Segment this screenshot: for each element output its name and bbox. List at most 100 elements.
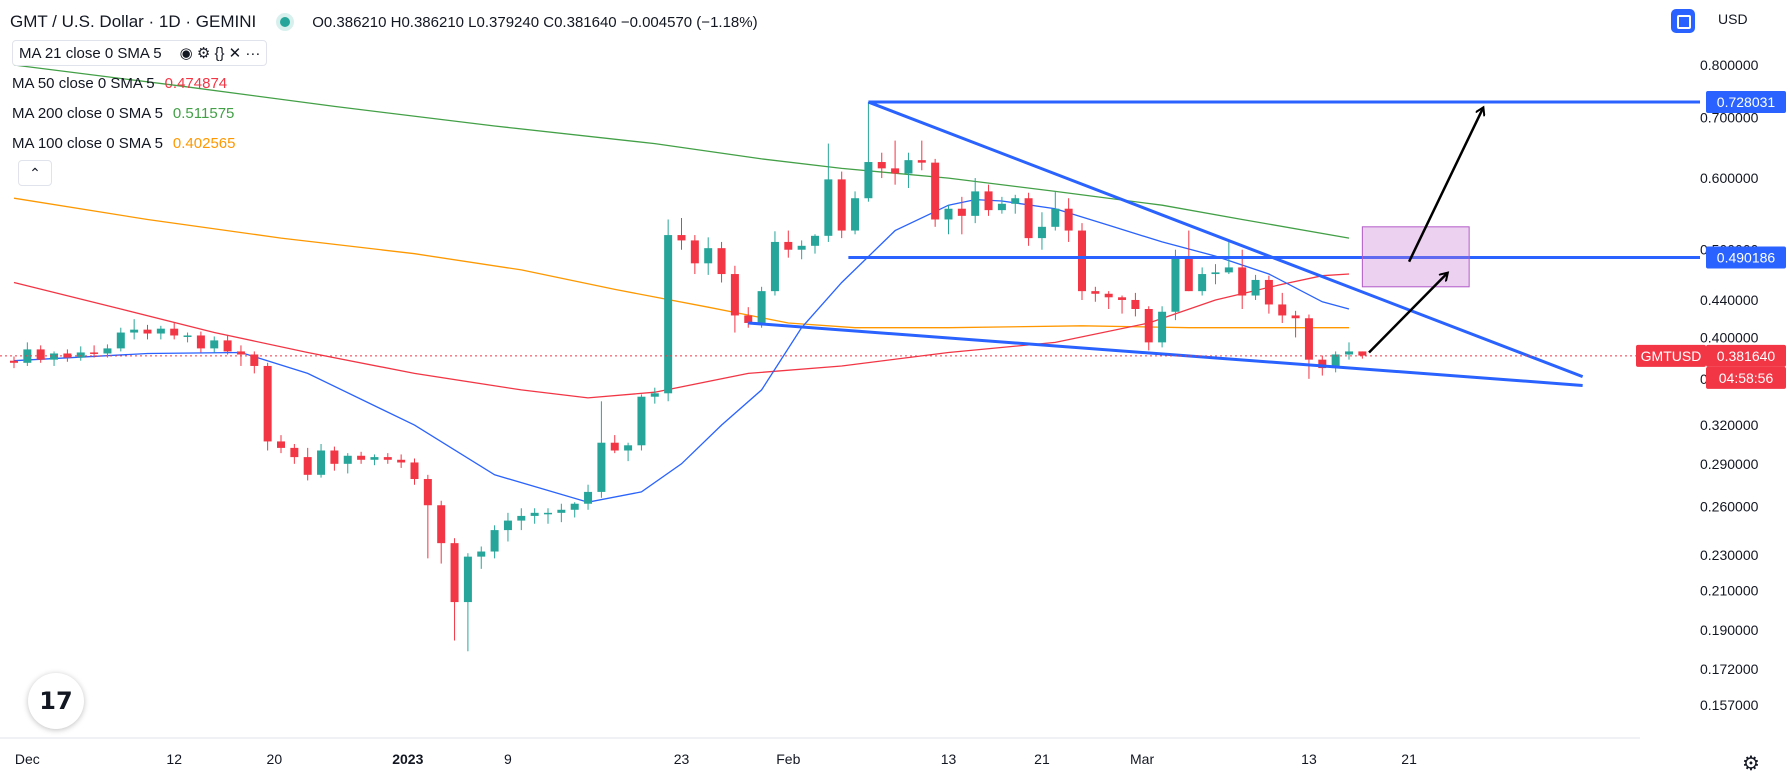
support-price-label: 0.490186 xyxy=(1717,250,1776,266)
candle-body xyxy=(196,335,205,349)
candle-body xyxy=(23,349,32,363)
currency-label[interactable]: USD xyxy=(1718,11,1748,27)
projection-arrow-1 xyxy=(1368,274,1446,354)
indicator-ma21-name: MA 21 close 0 SMA 5 xyxy=(19,44,162,62)
candle-body xyxy=(1318,359,1327,369)
ma200-line xyxy=(13,64,1350,239)
projection-arrow-2 xyxy=(1407,109,1482,263)
candle-body xyxy=(103,348,112,354)
candle-body xyxy=(624,445,633,451)
time-tick-label: 9 xyxy=(504,751,512,767)
market-status-icon xyxy=(280,17,291,27)
last-price-label: 0.381640 xyxy=(1717,348,1776,364)
symbol-title[interactable]: GMT / U.S. Dollar · 1D · GEMINI xyxy=(10,12,257,31)
candle-body xyxy=(1078,230,1086,292)
time-tick-label: 13 xyxy=(941,751,957,767)
candle-body xyxy=(650,393,659,397)
countdown-label-bg xyxy=(1706,366,1786,389)
time-tick-label: 21 xyxy=(1401,751,1417,767)
price-tick-label: 0.440000 xyxy=(1700,292,1759,308)
time-tick-label: Mar xyxy=(1130,751,1154,767)
candle-body xyxy=(904,160,913,174)
candle-body xyxy=(997,203,1006,211)
candle-body xyxy=(1064,208,1073,231)
resistance-price-label-bg xyxy=(1706,91,1786,114)
candle-body xyxy=(343,455,352,464)
candle-body xyxy=(1264,279,1273,305)
price-tick-label: 0.290000 xyxy=(1700,456,1759,472)
candle-body xyxy=(477,551,486,557)
indicator-ma21[interactable]: MA 21 close 0 SMA 5 ◉ ⚙ {} ✕ ··· xyxy=(12,40,268,66)
candle-body xyxy=(971,191,980,216)
chart-header: GMT / U.S. Dollar · 1D · GEMINI O0.38621… xyxy=(10,12,758,32)
candle-body xyxy=(76,352,85,358)
time-tick-label: 20 xyxy=(267,751,283,767)
price-tick-label: 0.230000 xyxy=(1700,547,1759,563)
candle-body xyxy=(463,556,472,603)
candle-body xyxy=(784,241,793,250)
indicator-ma200-value: 0.511575 xyxy=(172,105,235,122)
candles xyxy=(10,102,1367,652)
candle-body xyxy=(1184,257,1193,292)
candle-body xyxy=(704,248,713,264)
candle-body xyxy=(1251,279,1260,296)
candle-body xyxy=(1144,309,1153,343)
candle-body xyxy=(1198,274,1207,292)
candle-body xyxy=(1091,291,1100,294)
candle-body xyxy=(330,450,339,464)
target-zone-box xyxy=(1361,226,1470,288)
price-tick-label: 0.700000 xyxy=(1700,109,1759,125)
candle-body xyxy=(236,351,245,355)
tradingview-logo[interactable]: 17 xyxy=(28,673,84,729)
candle-body xyxy=(1158,311,1167,343)
indicator-ma100[interactable]: MA 100 close 0 SMA 5 0.402565 xyxy=(12,135,236,152)
indicator-tools-icon[interactable]: ◉ ⚙ {} ✕ ··· xyxy=(179,45,261,62)
candle-body xyxy=(1051,208,1060,227)
candle-body xyxy=(610,442,619,451)
candle-body xyxy=(183,335,192,337)
candle-body xyxy=(570,503,579,510)
candle-body xyxy=(517,515,526,521)
candle-body xyxy=(50,353,59,360)
candle-body xyxy=(664,235,673,394)
candle-body xyxy=(891,168,900,174)
time-tick-label: 23 xyxy=(674,751,690,767)
candle-body xyxy=(597,442,606,492)
candle-body xyxy=(1171,257,1180,312)
price-labels: 0.728031 0.490186 0.381640 04:58:56 GMTUSD xyxy=(1636,91,1786,389)
compare-icon[interactable] xyxy=(1671,9,1695,33)
candle-body xyxy=(130,329,139,333)
candle-body xyxy=(156,328,165,334)
price-tick-label: 0.800000 xyxy=(1700,57,1759,73)
price-tick-label: 0.400000 xyxy=(1700,329,1759,345)
candle-body xyxy=(837,179,846,231)
candle-body xyxy=(824,179,833,236)
drawings[interactable] xyxy=(0,100,1700,387)
candle-body xyxy=(437,505,446,544)
symbol-tag-label-bg xyxy=(1636,344,1706,367)
upper-trendline xyxy=(867,100,1584,379)
candle-body xyxy=(383,457,392,460)
gear-icon[interactable]: ⚙ xyxy=(1742,753,1760,775)
price-tick-label: 0.260000 xyxy=(1700,499,1759,515)
candle-body xyxy=(584,491,593,504)
candle-body xyxy=(770,241,779,292)
candle-body xyxy=(90,352,99,354)
indicator-ma50-name: MA 50 close 0 SMA 5 xyxy=(12,75,155,92)
time-tick-label: 12 xyxy=(166,751,182,767)
price-tick-label: 0.157000 xyxy=(1700,697,1759,713)
indicator-ma100-name: MA 100 close 0 SMA 5 xyxy=(12,135,163,152)
indicator-ma200[interactable]: MA 200 close 0 SMA 5 0.511575 xyxy=(12,105,234,122)
price-tick-label: 0.600000 xyxy=(1700,170,1759,186)
candle-body xyxy=(1024,198,1033,239)
price-tick-label: 0.172000 xyxy=(1700,661,1759,677)
chevron-up-icon[interactable]: ⌃ xyxy=(18,160,52,186)
indicator-ma50[interactable]: MA 50 close 0 SMA 5 0.474874 xyxy=(12,75,227,92)
price-tick-label: 0.210000 xyxy=(1700,583,1759,599)
candle-body xyxy=(1037,226,1046,239)
time-axis[interactable]: Dec 12 20 2023 9 23 Feb 13 21 Mar 13 21 xyxy=(15,751,1417,767)
candle-body xyxy=(797,245,806,250)
candle-body xyxy=(210,340,219,349)
symbol-tag-label: GMTUSD xyxy=(1641,348,1702,364)
